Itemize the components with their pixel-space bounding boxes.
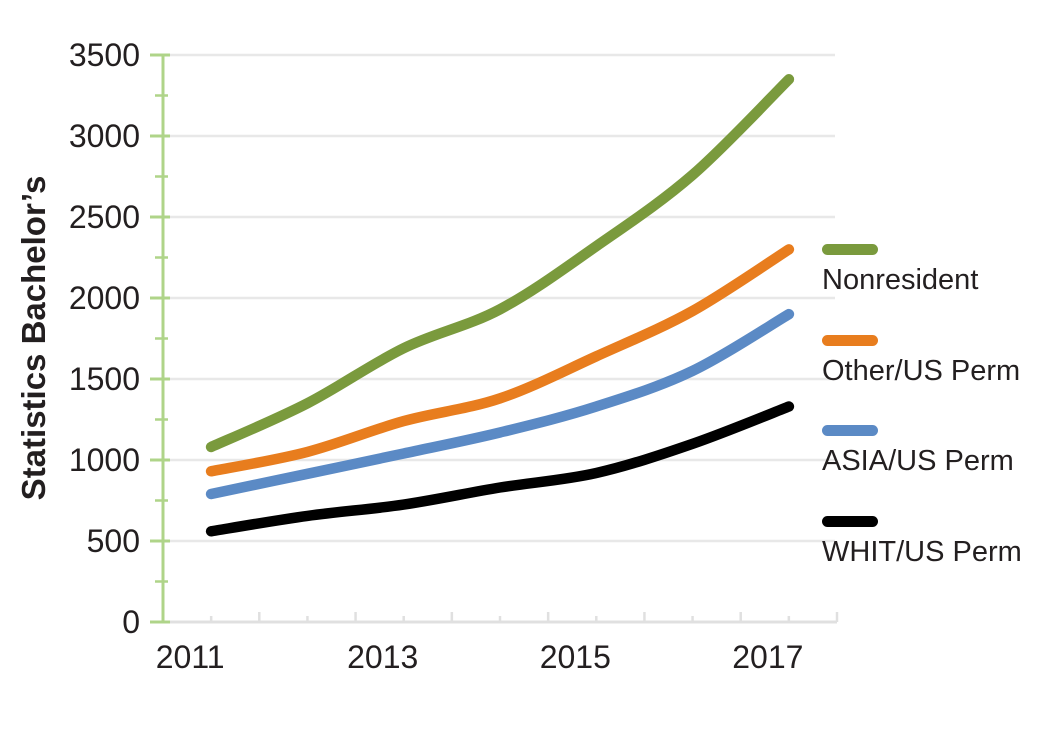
legend-item-nonresident: Nonresident [822,244,978,297]
series-line-nonresident [205,74,795,453]
y-tick-label: 1000 [69,442,140,478]
legend-label: WHIT/US Perm [822,535,1022,568]
y-tick-labels: 0 500 1000 1500 2000 2500 3000 3500 [69,37,140,640]
y-tick-label: 3000 [69,118,140,154]
y-tick-label: 2000 [69,280,140,316]
y-axis-title: Statistics Bachelor’s [15,175,52,501]
legend-swatch-asia-us-perm [822,425,878,436]
x-tick-label: 2011 [156,639,225,675]
x-tick-label: 2015 [540,639,611,675]
legend-label: Nonresident [822,264,979,296]
y-tick-label: 3500 [69,37,140,73]
series-line-other-us-perm [205,244,795,477]
y-tick-label: 2500 [69,199,140,235]
series-line-asia-us-perm [205,308,795,500]
chart-legend: Nonresident Other/US Perm ASIA/US Perm WHIT… [822,230,1032,610]
legend-swatch-nonresident [822,244,878,255]
y-tick-label: 0 [122,604,140,640]
legend-swatch-other-us-perm [822,334,878,346]
legend-label: Other/US Perm [822,354,1021,387]
x-tick-label: 2013 [347,639,418,675]
legend-item-other-us-perm: Other/US Perm [822,334,1021,388]
legend-label: ASIA/US Perm [822,445,1014,477]
x-axis [150,612,839,624]
legend-item-whit-us-perm: WHIT/US Perm [822,515,1022,569]
legend-item-asia-us-perm: ASIA/US Perm [822,425,1014,478]
x-tick-labels: 2011 2013 2015 2017 [156,639,804,675]
x-tick-label: 2017 [732,639,803,675]
legend-swatch-whit-us-perm [822,515,878,527]
series-line-whit-us-perm [205,401,795,537]
y-tick-label: 500 [87,523,140,559]
y-axis [150,53,170,624]
y-tick-label: 1500 [69,361,140,397]
